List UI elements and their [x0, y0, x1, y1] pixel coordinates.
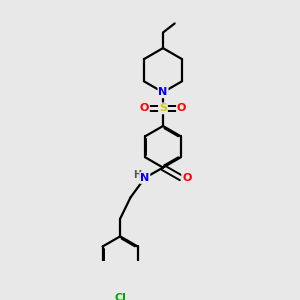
Text: H: H: [134, 170, 142, 180]
Text: N: N: [140, 173, 149, 183]
Text: O: O: [182, 173, 192, 183]
Text: Cl: Cl: [114, 293, 126, 300]
Text: O: O: [140, 103, 149, 113]
Text: N: N: [158, 87, 168, 97]
Text: S: S: [159, 103, 167, 113]
Text: O: O: [177, 103, 186, 113]
